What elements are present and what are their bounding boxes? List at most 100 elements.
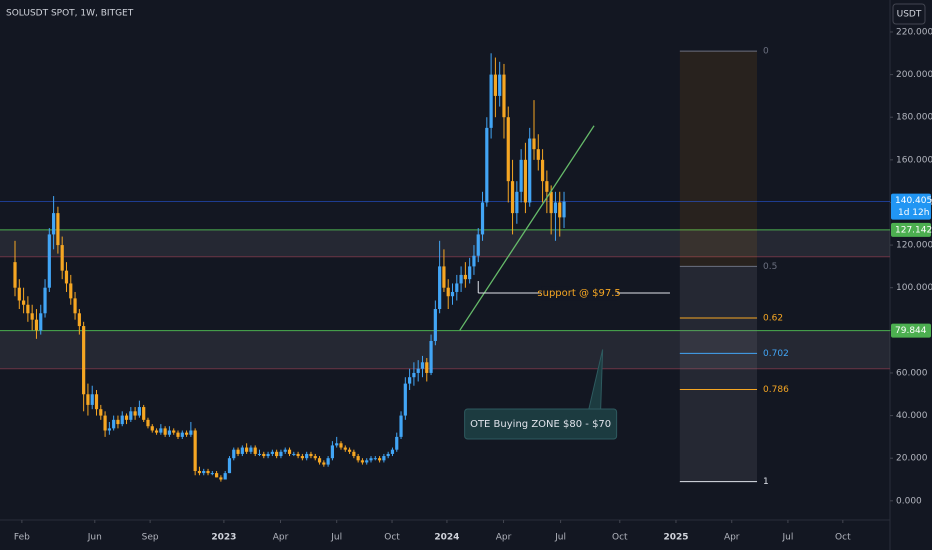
candle-body bbox=[553, 202, 558, 214]
candle-body bbox=[90, 394, 94, 405]
candle-body bbox=[245, 447, 249, 452]
candle-body bbox=[159, 428, 163, 433]
candle-body bbox=[313, 456, 317, 459]
x-tick-label: 2025 bbox=[663, 533, 688, 543]
currency-label[interactable]: USDT bbox=[897, 10, 922, 20]
candle-body bbox=[73, 298, 77, 314]
candle-body bbox=[493, 74, 497, 96]
candle-body bbox=[129, 411, 133, 420]
candle-body bbox=[30, 313, 34, 320]
x-tick-label: Oct bbox=[384, 533, 400, 543]
candle-body bbox=[34, 319, 39, 331]
candle-body bbox=[172, 430, 176, 433]
x-tick-label: Jul bbox=[554, 533, 566, 543]
candle-body bbox=[82, 326, 86, 395]
candle-body bbox=[322, 462, 326, 465]
x-tick-label: Apr bbox=[273, 533, 289, 543]
candle-body bbox=[360, 460, 365, 463]
x-tick-label: Sep bbox=[142, 533, 159, 543]
candle-body bbox=[536, 149, 540, 160]
candle-body bbox=[420, 362, 425, 369]
candle-body bbox=[223, 473, 227, 480]
fib-zone-upper bbox=[679, 51, 758, 267]
candle-body bbox=[335, 443, 339, 446]
candle-body bbox=[283, 449, 287, 452]
candle-body bbox=[305, 453, 309, 459]
support-label: support @ $97.5 bbox=[537, 288, 620, 299]
x-tick-label: Jul bbox=[330, 533, 342, 543]
x-tick-label: 2023 bbox=[211, 533, 236, 543]
x-tick-label: Oct bbox=[835, 533, 851, 543]
candle-body bbox=[253, 447, 257, 454]
candle-body bbox=[489, 74, 493, 128]
candle-body bbox=[13, 262, 17, 288]
candle-body bbox=[21, 300, 26, 305]
candle-body bbox=[403, 383, 407, 416]
candle-body bbox=[515, 191, 519, 214]
candle-body bbox=[463, 274, 467, 280]
fib-zone-lower bbox=[679, 266, 758, 482]
candle-body bbox=[193, 430, 197, 471]
candle-body bbox=[232, 449, 236, 459]
last-price-badge bbox=[891, 193, 931, 220]
candle-body bbox=[64, 270, 69, 284]
candle-body bbox=[390, 449, 395, 454]
candle-body bbox=[498, 74, 502, 96]
candle-body bbox=[240, 447, 244, 454]
candle-body bbox=[343, 447, 347, 450]
candle-body bbox=[99, 409, 103, 416]
candle-body bbox=[558, 202, 562, 218]
candle-body bbox=[86, 394, 90, 405]
y-tick-label: 200.000 bbox=[896, 70, 932, 80]
candle-body bbox=[399, 415, 403, 437]
candle-body bbox=[480, 202, 485, 235]
candle-body bbox=[189, 430, 193, 435]
candle-body bbox=[197, 470, 202, 474]
x-tick-label: Apr bbox=[496, 533, 512, 543]
fib-level-label: 0.62 bbox=[763, 314, 783, 324]
candle-body bbox=[227, 458, 232, 474]
fib-level-label: 0.786 bbox=[763, 385, 789, 395]
callout-label: OTE Buying ZONE $80 - $70 bbox=[470, 419, 611, 430]
candle-body bbox=[17, 287, 21, 301]
candle-body bbox=[77, 313, 81, 327]
candle-body bbox=[365, 460, 369, 463]
y-tick-label: 60.000 bbox=[896, 368, 928, 378]
candle-body bbox=[450, 291, 455, 297]
countdown-label: 1d 12h bbox=[898, 208, 929, 218]
support-label-bg bbox=[541, 286, 618, 301]
candle-body bbox=[309, 453, 313, 457]
zone-price-label: 127.142 bbox=[895, 225, 932, 235]
fib-level-label: 0.5 bbox=[763, 262, 777, 272]
candle-body bbox=[266, 453, 270, 457]
candle-body bbox=[184, 432, 189, 435]
currency-button[interactable] bbox=[892, 3, 926, 25]
y-tick-label: 40.000 bbox=[896, 411, 928, 421]
x-tick-label: 2024 bbox=[434, 533, 459, 543]
y-tick-label: 0.000 bbox=[896, 496, 922, 506]
candle-body bbox=[52, 213, 56, 235]
candle-body bbox=[386, 453, 390, 457]
zone-price-badge bbox=[891, 222, 931, 237]
candle-body bbox=[219, 477, 223, 480]
candle-body bbox=[124, 415, 129, 420]
y-tick-label: 160.000 bbox=[896, 155, 932, 165]
candle-body bbox=[215, 473, 219, 478]
candle-body bbox=[103, 415, 107, 431]
candle-body bbox=[442, 266, 446, 288]
candle-body bbox=[510, 181, 515, 214]
x-tick-label: Feb bbox=[14, 533, 30, 543]
y-tick-label: 20.000 bbox=[896, 454, 928, 464]
candle-body bbox=[382, 456, 386, 461]
last-price-label: 140.405 bbox=[895, 196, 932, 206]
candle-body bbox=[257, 453, 262, 455]
candle-body bbox=[94, 394, 99, 410]
candle-body bbox=[347, 449, 352, 452]
candle-body bbox=[296, 453, 300, 457]
candle-body bbox=[300, 456, 304, 459]
candle-body bbox=[236, 449, 240, 454]
candle-body bbox=[26, 304, 30, 314]
candle-body bbox=[146, 419, 150, 427]
y-tick-label: 180.000 bbox=[896, 113, 932, 123]
x-tick-label: Jun bbox=[87, 533, 102, 543]
